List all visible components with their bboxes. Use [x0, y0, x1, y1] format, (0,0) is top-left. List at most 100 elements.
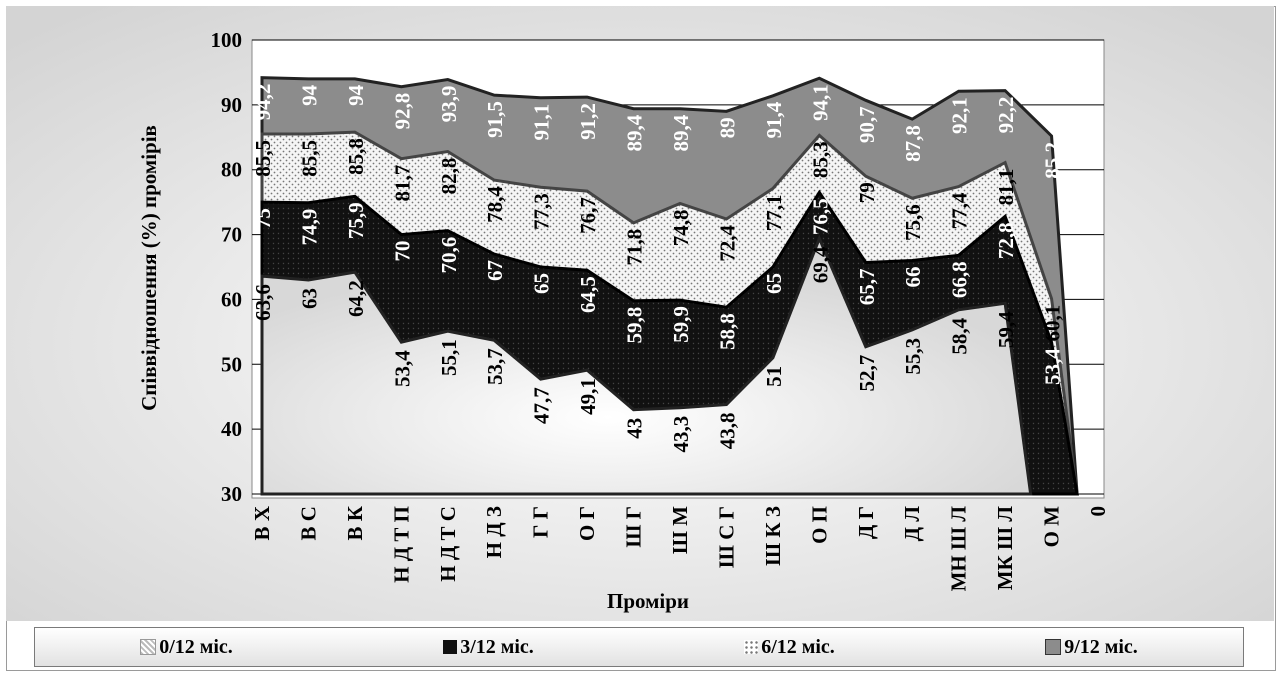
data-label: 93,9	[437, 86, 461, 123]
data-label: 72,8	[994, 222, 1018, 259]
data-label: 91,5	[483, 101, 507, 138]
data-label: 66	[901, 267, 925, 288]
data-label: 65,7	[855, 268, 879, 305]
data-label: 77,3	[530, 193, 554, 230]
data-label: 67	[483, 260, 507, 281]
data-label: 94,1	[808, 84, 832, 121]
x-tick-label: Ш К З	[761, 506, 785, 566]
data-label: 91,2	[576, 103, 600, 140]
data-label: 89,4	[623, 114, 647, 151]
data-label: 70	[390, 241, 414, 262]
data-label: 90,7	[855, 106, 879, 143]
data-label: 52,7	[855, 355, 879, 392]
x-tick-label: В К	[343, 505, 367, 540]
x-tick-label: В С	[296, 506, 320, 540]
data-label: 92,2	[994, 97, 1018, 134]
data-label: 77,4	[948, 192, 972, 229]
y-tick-label: 50	[221, 352, 242, 376]
data-label: 71,8	[623, 229, 647, 266]
black-square-swatch-icon	[443, 640, 458, 654]
area-chart: 30 40 50 60 70 80 90 100 В Х В С В К Н Д Т П Н Д Т …	[6, 6, 1274, 621]
x-tick-label: Н Д Т С	[436, 506, 460, 582]
data-label: 66,8	[948, 261, 972, 298]
data-label: 89	[715, 117, 739, 138]
legend-label: 0/12 міс.	[159, 635, 233, 658]
data-label: 72,4	[715, 225, 739, 262]
data-label: 43	[623, 418, 647, 439]
data-label: 59,9	[669, 306, 693, 343]
data-label: 85,5	[297, 140, 321, 177]
y-tick-label: 100	[211, 28, 243, 52]
data-label: 53,7	[483, 348, 507, 385]
legend: 0/12 міс. 3/12 міс. 6/12 міс. 9/12 міс.	[34, 627, 1244, 667]
x-tick-label: МН Ш Л	[947, 506, 971, 592]
x-tick-label: МК Ш Л	[993, 506, 1017, 591]
y-tick-label: 80	[221, 158, 242, 182]
data-label: 53,4	[1041, 348, 1065, 385]
data-label: 74,9	[297, 209, 321, 246]
series-areas	[260, 76, 1079, 496]
data-label: 76,7	[576, 197, 600, 234]
data-label: 47,7	[530, 387, 554, 424]
data-label: 92,8	[390, 93, 414, 130]
data-label: 85,2	[1041, 142, 1065, 179]
data-label: 75,9	[344, 202, 368, 239]
x-tick-label: Д Л	[900, 506, 924, 542]
legend-item-6-12: 6/12 міс.	[744, 636, 835, 659]
data-label: 92,1	[948, 97, 972, 134]
data-label: 94	[344, 84, 368, 106]
data-label: 77,1	[762, 195, 786, 232]
data-label: 82,8	[437, 158, 461, 195]
data-label: 55,1	[437, 339, 461, 376]
data-label: 81,1	[994, 169, 1018, 206]
x-axis-title: Проміри	[607, 589, 689, 613]
data-label: 65	[762, 273, 786, 294]
data-label: 43,8	[715, 412, 739, 449]
legend-item-3-12: 3/12 міс.	[443, 636, 534, 659]
data-label: 51	[762, 366, 786, 387]
data-label: 94,2	[251, 84, 275, 121]
data-label: 55,3	[901, 338, 925, 375]
data-label: 85,8	[344, 138, 368, 175]
y-tick-label: 60	[221, 287, 242, 311]
y-tick-label: 70	[221, 223, 242, 247]
data-label: 91,1	[530, 104, 554, 141]
data-label: 70,6	[437, 237, 461, 274]
data-label: 65	[530, 273, 554, 294]
data-label: 69,4	[808, 246, 832, 283]
sparse-dotted-swatch-icon	[744, 640, 759, 654]
data-label: 74,8	[669, 209, 693, 246]
x-tick-label: Ш Г	[622, 506, 646, 548]
data-label: 94	[297, 84, 321, 106]
data-label: 76,5	[808, 198, 832, 235]
data-label: 91,4	[762, 101, 786, 138]
data-label: 81,7	[390, 165, 414, 202]
y-tick-label: 30	[221, 482, 242, 506]
x-tick-label: Ш М	[668, 506, 692, 554]
x-tick-label: Н Д З	[482, 506, 506, 558]
data-label: 75	[251, 208, 275, 229]
data-label: 59,8	[623, 307, 647, 344]
legend-label: 6/12 міс.	[761, 635, 835, 658]
data-labels: 63,6 63 64,2 53,4 55,1 53,7 47,7 49,1 43 43,3 43,8…	[251, 84, 1065, 453]
legend-item-0-12: 0/12 міс.	[140, 636, 233, 659]
x-tick-label: О М	[1040, 506, 1064, 548]
legend-label: 9/12 міс.	[1064, 635, 1138, 658]
y-axis-title: Співвідношення (%) промірів	[137, 125, 161, 411]
data-label: 75,6	[901, 204, 925, 241]
x-tick-label: Н Д Т П	[389, 506, 413, 583]
x-tick-label: О Г	[575, 506, 599, 541]
x-tick-label: Ш С Г	[714, 506, 738, 568]
data-label: 58,8	[715, 313, 739, 350]
x-tick-label: В Х	[250, 506, 274, 540]
gray-square-swatch-icon	[1045, 639, 1062, 655]
data-label: 85,5	[251, 140, 275, 177]
y-axis-ticks: 30 40 50 60 70 80 90 100	[211, 28, 243, 506]
data-label: 49,1	[576, 378, 600, 415]
data-label: 64,5	[576, 276, 600, 313]
data-label: 59,4	[994, 311, 1018, 348]
area-series-0	[260, 234, 1033, 496]
x-tick-label: Г Г	[529, 506, 553, 538]
light-dotted-swatch-icon	[140, 639, 157, 655]
data-label: 43,3	[669, 416, 693, 453]
